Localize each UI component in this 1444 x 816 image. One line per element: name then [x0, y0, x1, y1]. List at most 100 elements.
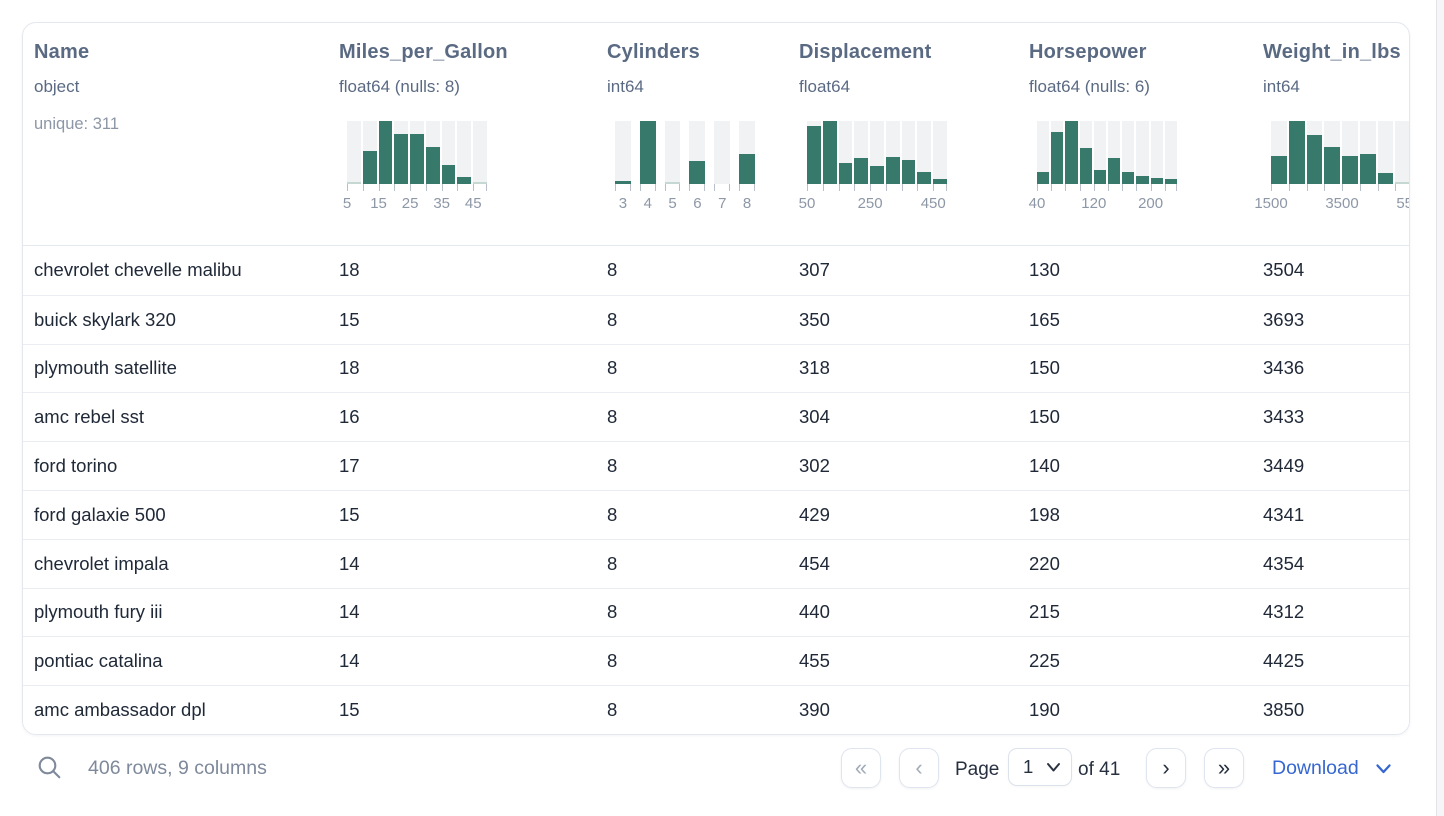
first-page-button[interactable]: «	[841, 748, 881, 788]
hist-tick-label: 120	[1081, 195, 1107, 212]
hist-bin	[362, 121, 377, 184]
hist-bin	[1288, 121, 1305, 184]
previous-page-button[interactable]: ‹	[899, 748, 939, 788]
hist-tick-label: 15	[370, 195, 387, 212]
download-button[interactable]: Download	[1272, 757, 1359, 779]
hist-bin	[885, 121, 900, 184]
page-select[interactable]: 1	[1008, 748, 1072, 786]
cell-name: chevrolet impala	[34, 552, 169, 574]
column-title: Cylinders	[607, 41, 700, 63]
cell-value: 8	[607, 406, 618, 428]
hist-tick-label: 3	[618, 195, 628, 212]
hist-bin	[347, 121, 361, 184]
search-icon[interactable]	[37, 755, 63, 781]
hist-tick-label: 200	[1138, 195, 1164, 212]
histogram-horsepower[interactable]: 40 120 200	[1029, 121, 1177, 213]
hist-tick-label: 4	[643, 195, 652, 212]
cell-value: 225	[1029, 650, 1060, 672]
column-type: float64	[799, 77, 851, 96]
table-row: amc rebel sst 16 8 304 150 3433	[23, 392, 1409, 442]
cell-value: 455	[799, 650, 830, 672]
histogram-weight_in_lbs[interactable]: 1500 3500 5500	[1254, 121, 1409, 213]
column-header-cylinders[interactable]: Cylinders int64 3 4 5 6 7 8	[607, 23, 793, 245]
table-row: ford torino 17 8 302 140 3449	[23, 441, 1409, 490]
cell-value: 390	[799, 699, 830, 721]
histogram-displacement[interactable]: 50 250 450	[799, 121, 947, 213]
cell-value: 8	[607, 357, 618, 379]
hist-bin	[1271, 121, 1287, 184]
cell-value: 8	[607, 259, 618, 281]
hist-bin	[1306, 121, 1323, 184]
hist-bin	[378, 121, 393, 184]
cell-name: plymouth satellite	[34, 357, 177, 379]
cell-value: 198	[1029, 503, 1060, 525]
table-row: chevrolet impala 14 8 454 220 4354	[23, 538, 1409, 588]
hist-bin	[457, 121, 472, 184]
hist-bin	[1037, 121, 1050, 184]
cell-value: 3436	[1263, 357, 1305, 379]
cell-value: 4354	[1263, 552, 1305, 574]
table-row: plymouth satellite 18 8 318 150 3436	[23, 343, 1409, 393]
table-row: plymouth fury iii 14 8 440 215 4312	[23, 587, 1409, 637]
cell-value: 15	[339, 503, 360, 525]
hist-bin	[917, 121, 932, 184]
column-header-displacement[interactable]: Displacement float64 50 250 450	[799, 23, 1023, 245]
hist-bin	[1342, 121, 1358, 184]
hist-tick-label: 250	[857, 195, 883, 212]
hist-tick-label: 5	[668, 195, 677, 212]
hist-bin	[1079, 121, 1092, 184]
hist-bin	[1051, 121, 1064, 184]
cell-value: 8	[607, 552, 618, 574]
hist-bin	[854, 121, 869, 184]
download-chevron-down-icon[interactable]	[1375, 763, 1392, 775]
cell-value: 8	[607, 650, 618, 672]
cell-name: buick skylark 320	[34, 308, 176, 330]
column-type: int64	[607, 77, 644, 96]
histogram-miles_per_gallon[interactable]: 5 15 25 35 45	[343, 121, 487, 213]
cell-value: 4312	[1263, 601, 1305, 623]
cell-value: 8	[607, 699, 618, 721]
cell-value: 215	[1029, 601, 1060, 623]
hist-bin	[394, 121, 409, 184]
column-title: Displacement	[799, 41, 932, 63]
hist-bin	[615, 121, 631, 184]
hist-bin	[838, 121, 853, 184]
cell-value: 150	[1029, 357, 1060, 379]
column-unique-count: unique: 311	[34, 115, 120, 133]
hist-bin	[639, 121, 656, 184]
page-scrollbar-track	[1436, 0, 1444, 816]
hist-tick-label: 50	[798, 195, 816, 212]
hist-bin	[807, 121, 821, 184]
cell-value: 8	[607, 601, 618, 623]
cell-value: 8	[607, 503, 618, 525]
hist-bin	[1395, 121, 1409, 184]
column-header-weight_in_lbs[interactable]: Weight_in_lbs int64 1500 3500 5500	[1254, 23, 1409, 245]
cell-name: amc ambassador dpl	[34, 699, 206, 721]
cell-value: 17	[339, 455, 360, 477]
page-total-label: of 41	[1078, 759, 1121, 780]
table-row: amc ambassador dpl 15 8 390 190 3850	[23, 685, 1409, 734]
cell-name: ford galaxie 500	[34, 503, 166, 525]
hist-tick-label: 7	[718, 195, 727, 212]
cell-value: 8	[607, 455, 618, 477]
column-title: Name	[34, 41, 90, 63]
cell-value: 350	[799, 308, 830, 330]
column-header-name[interactable]: Name object unique: 311	[34, 23, 334, 245]
hist-bin	[714, 121, 731, 184]
hist-bin	[425, 121, 440, 184]
cell-value: 307	[799, 259, 830, 281]
column-type: object	[34, 77, 80, 96]
cell-value: 4341	[1263, 503, 1305, 525]
cell-name: ford torino	[34, 455, 118, 477]
cell-value: 14	[339, 552, 360, 574]
column-header-miles_per_gallon[interactable]: Miles_per_Gallon float64 (nulls: 8) 5 15 25 3…	[339, 23, 601, 245]
cell-name: chevrolet chevelle malibu	[34, 259, 242, 281]
last-page-button[interactable]: »	[1204, 748, 1244, 788]
column-header-horsepower[interactable]: Horsepower float64 (nulls: 6) 40 120 200	[1029, 23, 1257, 245]
chevron-down-icon	[1047, 763, 1060, 772]
next-page-button[interactable]: ›	[1146, 748, 1186, 788]
cell-value: 220	[1029, 552, 1060, 574]
hist-bin	[1093, 121, 1106, 184]
cell-value: 3433	[1263, 406, 1305, 428]
